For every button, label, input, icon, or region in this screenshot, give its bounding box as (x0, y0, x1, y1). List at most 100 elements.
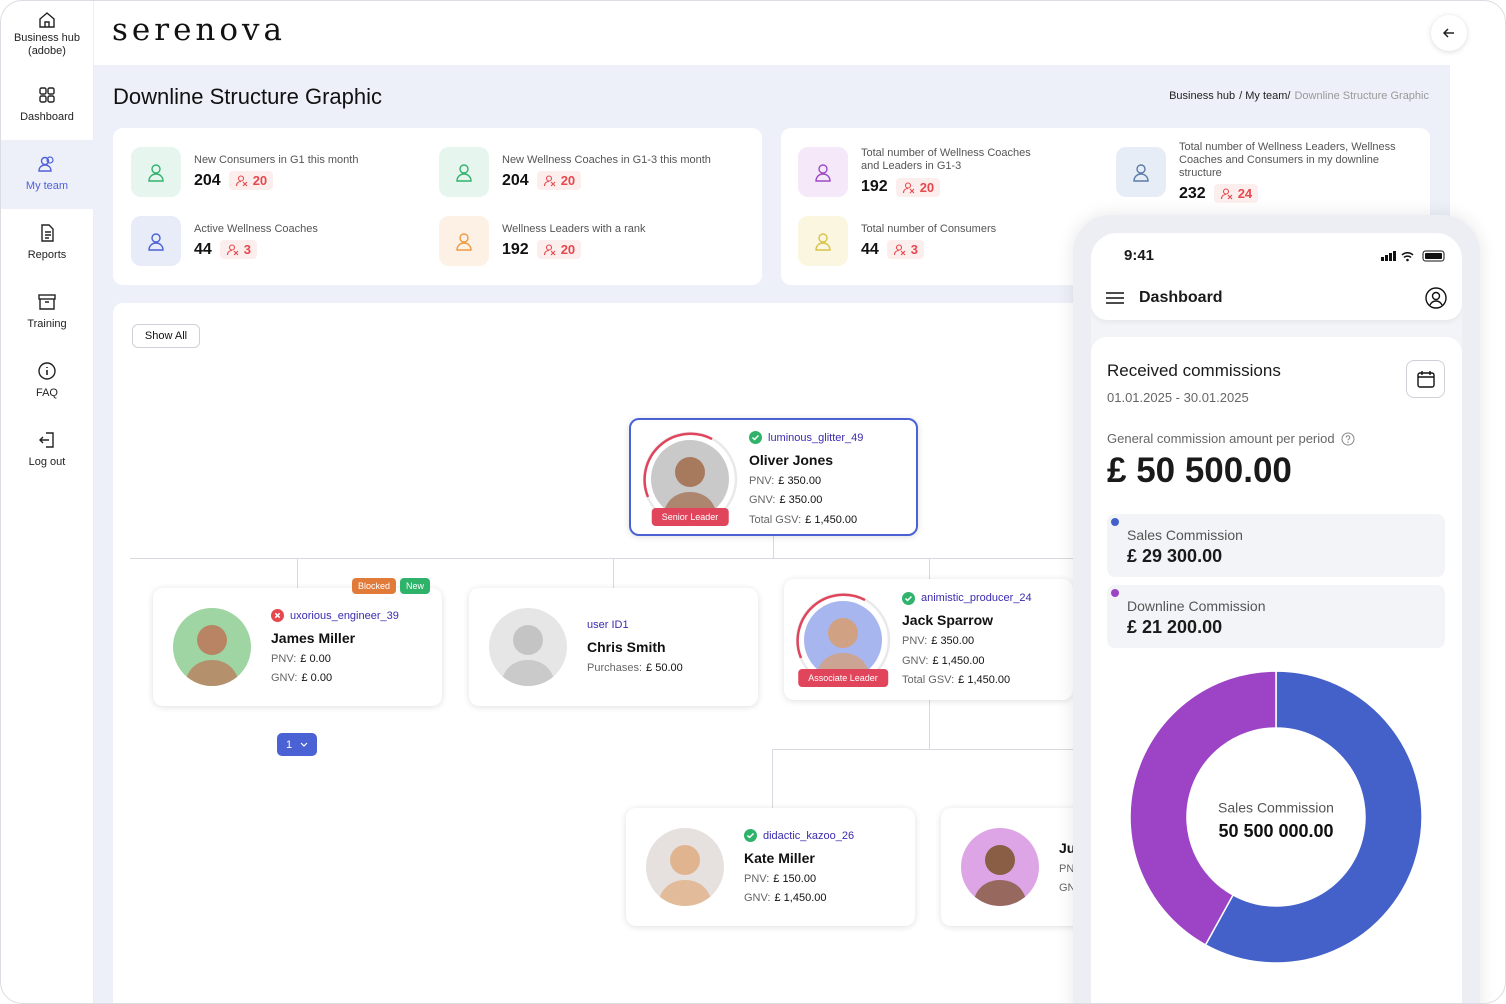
sidebar-item[interactable]: Dashboard (0, 71, 94, 140)
icon-shape (904, 181, 911, 189)
stat-text: Wellness Leaders with a rank 192 20 (502, 216, 762, 266)
username: user ID1 (587, 619, 629, 632)
amount: £ 50 500.00 (1107, 451, 1292, 490)
field-label: PN (1059, 862, 1075, 875)
icon (38, 362, 56, 380)
member-field: PNV: £ 0.00 (271, 650, 399, 670)
icon (235, 175, 248, 187)
icon-shape (900, 250, 906, 256)
member-field: PNV: £ 350.00 (902, 632, 1032, 652)
stat-row: 232 24 (1179, 184, 1414, 203)
field-value: £ 1,450.00 (932, 654, 985, 667)
phone: 9:41 Dashboard Received commissions 01.01.2… (1073, 215, 1480, 1004)
sidebar-item[interactable]: Log out (0, 416, 94, 485)
icon-shape (895, 244, 902, 251)
icon-shape (185, 660, 239, 686)
icon (815, 164, 831, 182)
field-value: £ 1,450.00 (805, 513, 858, 526)
member-card[interactable]: user ID1 Chris Smith Purchases: £ 50.00 (469, 588, 758, 706)
member-field: Purchases: £ 50.00 (587, 659, 683, 679)
icon (1341, 432, 1355, 445)
stat-label: Total number of Wellness Coaches and Lea… (861, 147, 1031, 172)
sidebar-item[interactable]: Training (0, 278, 94, 347)
member-card[interactable]: didactic_kazoo_26 Kate Miller PNV: £ 150.00… (626, 808, 915, 926)
stat-value: 44 (194, 240, 212, 258)
field-label: GNV: (749, 494, 776, 507)
connector (297, 558, 298, 588)
field-value: £ 1,450.00 (774, 892, 827, 904)
stat-icon (439, 147, 489, 197)
member-name: Kate Miller (744, 849, 815, 866)
field-label: GNV: (902, 654, 929, 667)
icon (271, 609, 284, 622)
sidebar-item[interactable]: Reports (0, 209, 94, 278)
legend-dot (1111, 518, 1119, 526)
stat-row: 192 20 (861, 177, 1036, 197)
icon-shape (818, 233, 828, 243)
icon (1106, 292, 1124, 304)
commission-value: £ 21 200.00 (1127, 617, 1223, 637)
back-button[interactable] (1431, 15, 1467, 51)
sidebar-label: Log out (28, 456, 66, 468)
icon-shape (1227, 194, 1233, 200)
icon-shape (226, 249, 232, 256)
icon (543, 175, 556, 187)
icon (902, 591, 915, 605)
icon-shape (39, 95, 47, 103)
member-field: GN (1059, 879, 1076, 899)
sidebar-item[interactable]: FAQ (0, 347, 94, 416)
stat-badge-value: 20 (560, 173, 576, 188)
member-card[interactable]: Associate Leader animistic_producer_24 Jac… (784, 579, 1073, 700)
stat-row: 204 20 (502, 171, 762, 191)
field-value: £ 350.00 (931, 635, 975, 648)
icon (39, 432, 54, 448)
breadcrumb-item[interactable]: Business hub (1169, 90, 1236, 102)
icon-shape (39, 12, 55, 28)
stat-value: 204 (502, 171, 529, 189)
stat-icon (131, 216, 181, 266)
member-info: uxorious_engineer_39 James Miller PNV: £ 0.… (271, 588, 399, 706)
breadcrumb-item[interactable]: / My team/ (1239, 90, 1291, 102)
legend-dot (1111, 589, 1119, 597)
icon (456, 164, 472, 182)
stat-badge-value: 3 (243, 242, 252, 257)
icon-shape (1417, 372, 1435, 388)
phone-header: 9:41 Dashboard (1091, 233, 1462, 320)
commission-name: Downline Commission (1127, 598, 1266, 614)
pagination-button[interactable]: 1 (277, 733, 317, 756)
member-card[interactable]: Senior Leader luminous_glitter_49 Oliver J… (629, 418, 918, 536)
stat-value: 204 (194, 171, 221, 189)
breadcrumb: Business hub / My team/ Downline Structu… (1169, 90, 1429, 102)
page-title: Downline Structure Graphic (113, 84, 383, 109)
member-name: James Miller (271, 629, 356, 646)
icon-shape (237, 175, 244, 182)
calendar-button[interactable] (1406, 360, 1445, 398)
icon-shape (828, 617, 858, 648)
icon-shape (38, 164, 52, 172)
sidebar: Business hub (adobe) Dashboard My team Repo… (0, 0, 94, 1004)
status-tag: New (399, 578, 430, 594)
icon (41, 224, 54, 242)
icon-shape (550, 250, 556, 256)
stat-text: Total number of Consumers 44 3 (861, 216, 1061, 266)
member-name: Jack Sparrow (902, 612, 994, 629)
connector (772, 749, 1073, 750)
field-value: £ 350.00 (778, 474, 822, 487)
avatar (173, 608, 251, 686)
member-card[interactable]: Blocked New uxorious_engineer_39 James Mill… (153, 578, 442, 706)
icon-shape (300, 742, 308, 747)
sidebar-item[interactable]: My team (0, 140, 94, 209)
username: animistic_producer_24 (921, 592, 1032, 605)
member-info: didactic_kazoo_26 Kate Miller PNV: £ 150.00… (744, 808, 854, 926)
icon (456, 233, 472, 251)
stat-value: 192 (502, 240, 529, 258)
sidebar-item[interactable]: Business hub (adobe) (0, 0, 94, 65)
username-row: didactic_kazoo_26 (744, 826, 854, 846)
icon-shape (1393, 251, 1396, 261)
stat-badge-value: 20 (252, 173, 268, 188)
period: 01.01.2025 - 30.01.2025 (1107, 390, 1249, 405)
icon (38, 156, 54, 172)
show-all-button[interactable]: Show All (132, 324, 200, 348)
icon-shape (38, 362, 56, 380)
icon-shape (643, 432, 713, 498)
